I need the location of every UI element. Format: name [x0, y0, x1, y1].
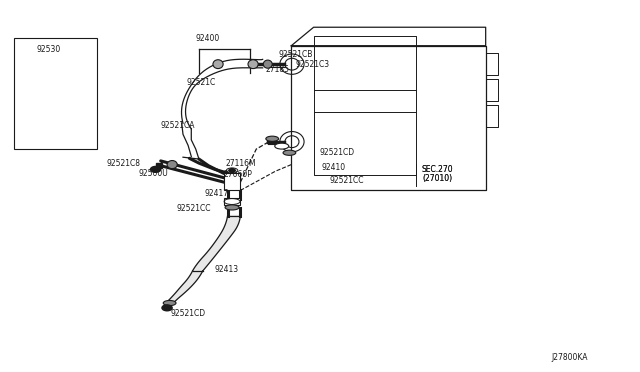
Text: 27116M: 27116M	[226, 159, 256, 169]
Ellipse shape	[225, 205, 239, 210]
Text: 92521CC: 92521CC	[177, 203, 211, 213]
Polygon shape	[291, 46, 486, 190]
Text: 92521C: 92521C	[186, 78, 216, 87]
Text: 92521CD: 92521CD	[320, 148, 355, 157]
Text: 27060P: 27060P	[223, 170, 252, 179]
Text: (27010): (27010)	[422, 174, 452, 183]
Text: 92521CC: 92521CC	[330, 176, 364, 185]
Ellipse shape	[248, 60, 258, 68]
Text: 27185: 27185	[266, 65, 290, 74]
Ellipse shape	[163, 301, 176, 306]
Text: 92521C8: 92521C8	[106, 159, 141, 169]
Bar	[225, 198, 241, 205]
Text: 92400: 92400	[196, 34, 220, 43]
Bar	[225, 173, 241, 190]
Ellipse shape	[167, 161, 177, 169]
Text: 92417: 92417	[204, 189, 228, 198]
Text: 92521CD: 92521CD	[170, 309, 205, 318]
Text: 92500U: 92500U	[138, 169, 168, 177]
Text: (27010): (27010)	[422, 174, 452, 183]
Text: SEC.270: SEC.270	[422, 165, 454, 174]
Text: 92530: 92530	[36, 45, 61, 54]
Text: 92413: 92413	[215, 264, 239, 273]
Polygon shape	[21, 87, 90, 115]
Ellipse shape	[275, 143, 289, 149]
Circle shape	[162, 305, 172, 311]
Text: 92521C3: 92521C3	[296, 60, 330, 70]
Text: 92521CB: 92521CB	[278, 51, 313, 60]
Text: J27800KA: J27800KA	[551, 353, 588, 362]
Circle shape	[150, 166, 161, 172]
Circle shape	[229, 169, 236, 172]
Text: SEC.270: SEC.270	[422, 165, 454, 174]
Ellipse shape	[266, 136, 278, 141]
Ellipse shape	[283, 150, 296, 155]
Polygon shape	[156, 163, 162, 167]
Polygon shape	[291, 27, 486, 46]
Text: 92410: 92410	[322, 163, 346, 172]
Ellipse shape	[213, 60, 223, 68]
Ellipse shape	[263, 60, 272, 68]
Text: 92521CA: 92521CA	[161, 121, 195, 129]
Bar	[14, 38, 97, 149]
Polygon shape	[166, 271, 203, 303]
Polygon shape	[193, 215, 241, 271]
